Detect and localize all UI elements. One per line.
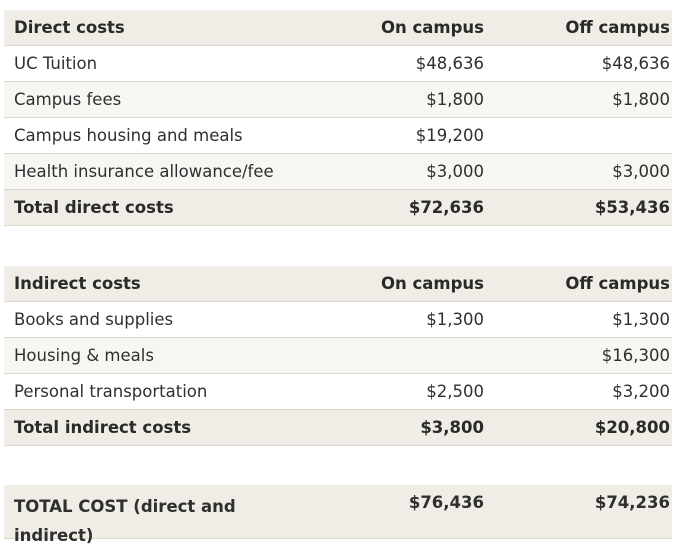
off-campus-value: $16,300: [601, 346, 670, 365]
direct-costs-header-row: Direct costs On campus Off campus: [4, 10, 672, 46]
table-row: Housing & meals $16,300: [4, 338, 672, 374]
off-campus-value: $3,000: [612, 162, 670, 181]
off-campus-value: $1,800: [612, 90, 670, 109]
total-on-campus-value: $72,636: [408, 198, 484, 217]
grand-total-table: TOTAL COST (direct and indirect) $76,436…: [4, 485, 672, 545]
table-row: Health insurance allowance/fee $3,000 $3…: [4, 154, 672, 190]
row-label: Books and supplies: [14, 310, 174, 329]
on-campus-value: $3,000: [426, 162, 484, 181]
direct-costs-table: Direct costs On campus Off campus UC Tui…: [4, 10, 672, 226]
table-row: Campus fees $1,800 $1,800: [4, 82, 672, 118]
off-campus-value: $3,200: [612, 382, 670, 401]
on-campus-value: $1,300: [426, 310, 484, 329]
table-row: Personal transportation $2,500 $3,200: [4, 374, 672, 410]
off-campus-column-header: Off campus: [565, 274, 670, 293]
table-row: Books and supplies $1,300 $1,300: [4, 302, 672, 338]
table-row: Campus housing and meals $19,200: [4, 118, 672, 154]
on-campus-value: $48,636: [415, 54, 484, 73]
indirect-costs-table: Indirect costs On campus Off campus Book…: [4, 266, 672, 446]
row-label: UC Tuition: [14, 54, 98, 73]
total-on-campus-value: $3,800: [420, 418, 484, 437]
row-label: Campus fees: [14, 90, 122, 109]
off-campus-value: $1,300: [612, 310, 670, 329]
table-row: UC Tuition $48,636 $48,636: [4, 46, 672, 82]
on-campus-value: $19,200: [415, 126, 484, 145]
row-label: Campus housing and meals: [14, 126, 243, 145]
row-label: Health insurance allowance/fee: [14, 162, 274, 181]
indirect-costs-header-row: Indirect costs On campus Off campus: [4, 266, 672, 302]
total-off-campus-value: $53,436: [594, 198, 670, 217]
on-campus-value: $1,800: [426, 90, 484, 109]
total-indirect-costs-row: Total indirect costs $3,800 $20,800: [4, 410, 672, 446]
off-campus-column-header: Off campus: [565, 18, 670, 37]
total-off-campus-value: $20,800: [594, 418, 670, 437]
total-label: Total direct costs: [14, 198, 174, 217]
grand-total-row: TOTAL COST (direct and indirect) $76,436…: [4, 485, 672, 545]
on-campus-value: $2,500: [426, 382, 484, 401]
on-campus-column-header: On campus: [380, 18, 484, 37]
total-label: Total indirect costs: [14, 418, 192, 437]
indirect-costs-heading: Indirect costs: [14, 274, 141, 293]
grand-total-off-campus-value: $74,236: [594, 493, 670, 512]
direct-costs-heading: Direct costs: [14, 18, 125, 37]
row-label: Housing & meals: [14, 346, 154, 365]
off-campus-value: $48,636: [601, 54, 670, 73]
on-campus-column-header: On campus: [380, 274, 484, 293]
grand-total-on-campus-value: $76,436: [408, 493, 484, 512]
row-label: Personal transportation: [14, 382, 208, 401]
total-direct-costs-row: Total direct costs $72,636 $53,436: [4, 190, 672, 226]
grand-total-label: TOTAL COST (direct and indirect): [14, 497, 236, 545]
